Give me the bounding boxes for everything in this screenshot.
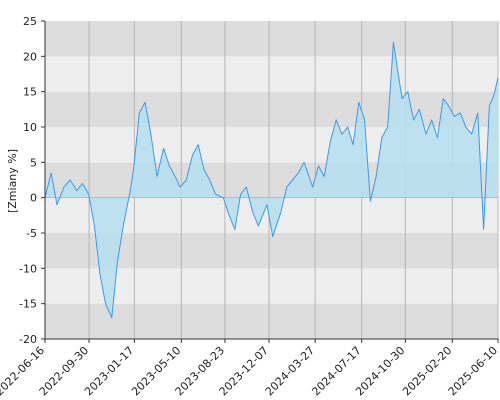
y-axis-ticks: -20 -15 -10 -5 0 5 10 15 20 25 (19, 15, 46, 346)
y-tick-label: 0 (30, 192, 37, 205)
background-band (45, 268, 498, 304)
y-tick-label: 15 (23, 86, 37, 99)
y-tick-label: 5 (30, 156, 37, 169)
y-tick-label: -5 (26, 227, 37, 240)
y-tick-label: -10 (19, 262, 37, 275)
series-line (44, 41, 499, 319)
background-band (45, 303, 498, 339)
y-tick-label: 10 (23, 121, 37, 134)
background-band (45, 91, 498, 127)
x-tick-label: 2023-01-17 (82, 344, 136, 398)
x-tick-label: 2025-06-10 (446, 344, 500, 398)
y-tick-label: 20 (23, 50, 37, 63)
background-band (45, 56, 498, 92)
y-tick-label: -15 (19, 298, 37, 311)
x-axis-ticks: 2022-06-162022-09-302023-01-172023-05-10… (0, 338, 500, 398)
series-layer (44, 41, 499, 319)
y-tick-label: -20 (19, 333, 37, 346)
y-tick-label: 25 (23, 15, 37, 28)
series-area (45, 42, 498, 318)
background-band (45, 21, 498, 57)
y-axis-label: [Zmiany %] (6, 149, 19, 213)
